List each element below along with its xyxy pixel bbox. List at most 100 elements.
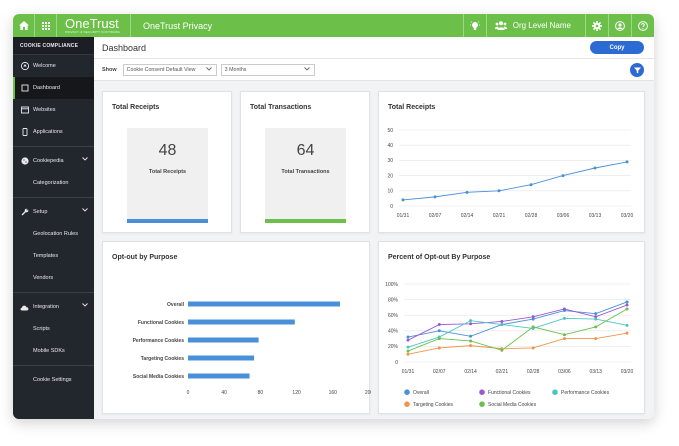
- consent-view-value: Cookie Consent Default View: [126, 66, 196, 73]
- kpi-accent-bar: [127, 219, 208, 223]
- opt-out-bar-chart: Overall Functional Cookies Performance Coo…: [133, 301, 371, 396]
- sidebar-item-mobile-sdks[interactable]: Mobile SDKs: [13, 340, 94, 362]
- sidebar-item-label: Dashboard: [33, 85, 60, 91]
- data-point: [406, 345, 410, 349]
- x-tick-label: 160: [329, 390, 338, 396]
- category-label: Social Media Cookies: [133, 374, 184, 380]
- sidebar-item-label: Geolocation Rules: [33, 231, 78, 237]
- app-grid-button[interactable]: [35, 14, 57, 37]
- y-tick-label: 40%: [388, 329, 399, 335]
- settings-button[interactable]: [585, 14, 608, 37]
- app-window: OneTrust PRIVACY & SECURITY SOFTWARE One…: [13, 14, 654, 419]
- y-tick-label: 30: [387, 158, 393, 164]
- sidebar-item-welcome[interactable]: Welcome: [13, 55, 94, 77]
- home-button[interactable]: [13, 14, 35, 37]
- sidebar-item-label: Applications: [33, 129, 63, 135]
- x-tick-label: 120: [292, 390, 301, 396]
- data-point: [497, 189, 501, 193]
- x-tick-label: 02/21: [496, 369, 509, 375]
- notifications-button[interactable]: [462, 14, 486, 37]
- data-point: [625, 307, 629, 311]
- logo-text: OneTrust: [65, 16, 119, 31]
- sidebar-item-websites[interactable]: Websites: [13, 99, 94, 121]
- date-range-select[interactable]: 3 Months: [220, 63, 315, 76]
- y-tick-label: 10: [387, 189, 393, 195]
- x-tick-label: 40: [221, 390, 227, 396]
- sidebar-item-geolocation-rules[interactable]: Geolocation Rules: [13, 223, 94, 245]
- data-point: [437, 323, 441, 327]
- y-tick-label: 50: [387, 128, 393, 134]
- legend-label: Performance Cookies: [561, 390, 610, 396]
- sidebar-item-categorization[interactable]: Categorization: [13, 172, 94, 194]
- data-point: [437, 329, 441, 333]
- sidebar-item-setup[interactable]: Setup: [13, 201, 94, 223]
- series-line: [407, 304, 628, 341]
- x-tick-label: 200: [365, 390, 371, 396]
- total-transactions-card: Total Transactions 64 Total Transactions: [240, 91, 370, 233]
- data-point: [594, 317, 598, 321]
- data-point: [465, 190, 469, 194]
- total-receipts-value: 48: [158, 142, 177, 159]
- data-point: [406, 335, 410, 339]
- data-point: [469, 322, 473, 326]
- wrench-icon: [20, 208, 29, 217]
- sidebar-item-cookiepedia[interactable]: Cookiepedia: [13, 150, 94, 172]
- sidebar-item-label: Mobile SDKs: [33, 348, 65, 354]
- sidebar-item-templates[interactable]: Templates: [13, 245, 94, 267]
- sidebar-item-scripts[interactable]: Scripts: [13, 318, 94, 340]
- kpi-box: 48 Total Receipts: [127, 128, 208, 223]
- data-point: [561, 174, 565, 178]
- sidebar-divider: [13, 197, 94, 198]
- sidebar: COOKIE COMPLIANCE Welcome Dashboard Webs…: [13, 37, 94, 419]
- help-icon: [638, 20, 648, 31]
- data-point: [529, 183, 533, 187]
- y-tick-label: 0: [390, 204, 393, 210]
- copy-button[interactable]: Copy: [590, 41, 644, 54]
- account-button[interactable]: [608, 14, 631, 37]
- series-line: [407, 301, 628, 338]
- sidebar-item-dashboard[interactable]: Dashboard: [13, 77, 94, 99]
- card-title: Total Receipts: [112, 104, 160, 111]
- data-point: [531, 317, 535, 321]
- sidebar-item-integration[interactable]: Integration: [13, 296, 94, 318]
- product-name: OneTrust Privacy: [143, 20, 213, 31]
- total-transactions-value: 64: [296, 142, 315, 159]
- user-icon: [615, 20, 625, 31]
- onetrust-logo[interactable]: OneTrust PRIVACY & SECURITY SOFTWARE: [57, 14, 131, 37]
- data-point: [593, 166, 597, 170]
- consent-view-select[interactable]: Cookie Consent Default View: [122, 63, 217, 76]
- data-point: [437, 337, 441, 341]
- org-selector[interactable]: Org Level Name: [485, 14, 585, 37]
- applications-icon: [20, 128, 29, 137]
- sidebar-item-label: Templates: [33, 253, 59, 259]
- data-point: [406, 352, 410, 356]
- bar: [188, 319, 295, 325]
- legend-label: Social Media Cookies: [488, 402, 537, 408]
- data-point: [594, 315, 598, 319]
- help-button[interactable]: [631, 14, 654, 37]
- total-receipts-card: Total Receipts 48 Total Receipts: [102, 91, 232, 233]
- chevron-down-icon: [303, 66, 310, 71]
- data-point: [625, 160, 629, 164]
- welcome-icon: [20, 62, 29, 71]
- sidebar-item-cookie-settings[interactable]: Cookie Settings: [13, 369, 94, 391]
- x-tick-label: 02/07: [433, 369, 446, 375]
- sidebar-divider: [13, 146, 94, 147]
- series-line: [402, 161, 628, 201]
- filter-button[interactable]: [630, 63, 644, 77]
- websites-icon: [20, 106, 29, 115]
- data-point: [625, 300, 629, 304]
- category-label: Performance Cookies: [133, 338, 185, 344]
- sidebar-item-applications[interactable]: Applications: [13, 121, 94, 143]
- sidebar-item-label: Cookiepedia: [33, 158, 64, 164]
- sidebar-item-label: Cookie Settings: [33, 377, 72, 383]
- x-tick-label: 80: [258, 390, 264, 396]
- y-tick-label: 60%: [388, 313, 399, 319]
- sidebar-item-label: Integration: [33, 304, 59, 310]
- data-point: [562, 333, 566, 337]
- bar: [188, 355, 255, 361]
- y-tick-label: 0: [395, 360, 398, 366]
- sidebar-item-vendors[interactable]: Vendors: [13, 267, 94, 289]
- data-point: [562, 307, 566, 311]
- x-tick-label: 03/20: [621, 369, 634, 375]
